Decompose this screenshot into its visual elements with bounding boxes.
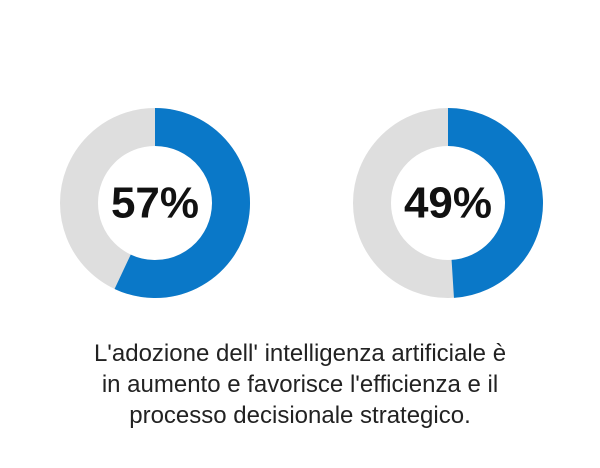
donut-center-label: 49% [404,179,492,228]
donut-value-slice [447,108,543,298]
caption-line-3: processo decisionale strategico. [129,402,471,429]
donut-chart-49: 49% [353,108,543,298]
donut-charts: 57% 49% [60,108,543,298]
donut-value-slice [114,108,250,298]
donut-chart-57: 57% [60,108,250,298]
donut-center-label: 57% [111,179,199,228]
caption-line-2: in aumento e favorisce l'efficienza e il [101,371,499,398]
caption-line-1: L'adozione dell' intelligenza artificial… [93,340,507,367]
caption: L'adozione dell' intelligenza artificial… [40,338,560,431]
